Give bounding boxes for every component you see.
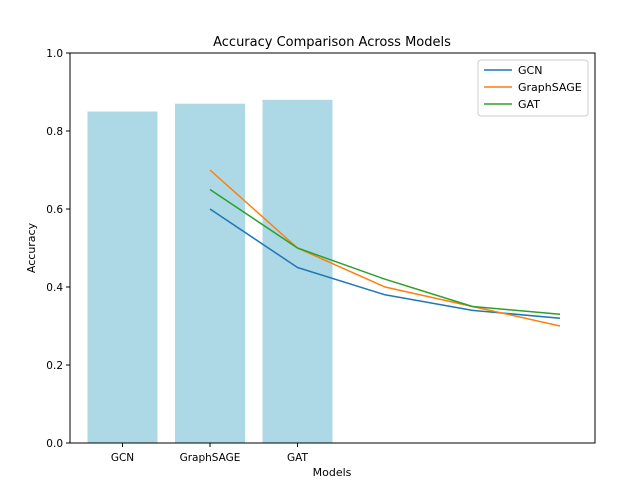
x-tick-label: GAT (287, 452, 309, 464)
y-axis: 0.0 0.2 0.4 0.6 0.8 1.0 (46, 48, 70, 450)
y-tick-label: 0.4 (46, 282, 63, 294)
bar-gat (262, 99, 333, 444)
bar-gcn (87, 111, 158, 443)
y-tick-label: 0.8 (46, 126, 63, 138)
plot-frame (69, 52, 596, 444)
y-tick-label: 0.0 (46, 438, 63, 450)
bar-graphsage (175, 103, 245, 443)
legend-label-graphsage: GraphSAGE (518, 81, 582, 94)
series-line-gat (209, 188, 561, 316)
x-axis: GCN GraphSAGE GAT (111, 443, 309, 464)
x-tick-label: GraphSAGE (180, 452, 241, 464)
lines-layer (209, 169, 561, 327)
bars-layer (87, 99, 333, 444)
chart-title: Accuracy Comparison Across Models (213, 35, 451, 50)
y-axis-label: Accuracy (25, 222, 38, 273)
y-tick-label: 0.2 (46, 360, 63, 372)
x-axis-label: Models (313, 466, 352, 479)
y-tick-label: 1.0 (46, 48, 63, 60)
series-line-graphsage (209, 169, 561, 327)
x-tick-label: GCN (111, 452, 134, 464)
y-tick-label: 0.6 (46, 204, 63, 216)
legend-box (477, 59, 589, 117)
legend-label-gat: GAT (518, 98, 540, 111)
legend: GCN GraphSAGE GAT (477, 59, 589, 117)
legend-label-gcn: GCN (518, 64, 542, 77)
